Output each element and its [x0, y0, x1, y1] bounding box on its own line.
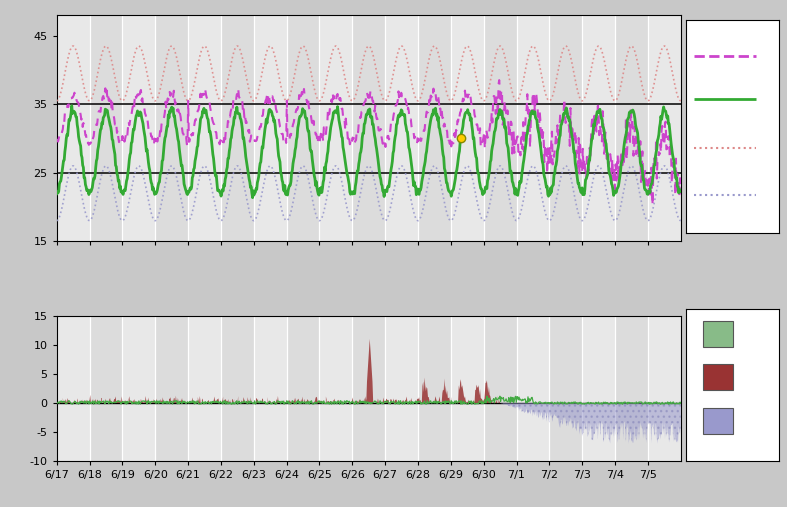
Bar	[615, 15, 648, 241]
Bar	[703, 364, 733, 390]
Bar	[385, 315, 418, 461]
Bar	[253, 315, 286, 461]
Bar	[221, 315, 253, 461]
Bar	[320, 15, 353, 241]
Bar	[155, 315, 188, 461]
Bar	[353, 15, 385, 241]
Bar	[451, 315, 484, 461]
Bar	[549, 315, 582, 461]
Bar	[57, 315, 90, 461]
Bar	[221, 15, 253, 241]
Bar	[648, 15, 681, 241]
Bar	[122, 315, 155, 461]
Bar	[122, 15, 155, 241]
Bar	[549, 15, 582, 241]
Bar	[155, 15, 188, 241]
Bar	[582, 15, 615, 241]
Bar	[418, 15, 451, 241]
Bar	[516, 15, 549, 241]
Bar	[286, 315, 320, 461]
Bar	[286, 15, 320, 241]
Bar	[484, 315, 516, 461]
Bar	[703, 321, 733, 347]
Bar	[57, 15, 90, 241]
Bar	[320, 315, 353, 461]
Bar	[385, 15, 418, 241]
Bar	[353, 315, 385, 461]
Bar	[90, 315, 122, 461]
Bar	[615, 315, 648, 461]
Bar	[703, 408, 733, 434]
Bar	[188, 315, 221, 461]
Bar	[484, 15, 516, 241]
Bar	[253, 15, 286, 241]
Bar	[582, 315, 615, 461]
Bar	[516, 315, 549, 461]
Bar	[90, 15, 122, 241]
Bar	[418, 315, 451, 461]
Bar	[188, 15, 221, 241]
Bar	[451, 15, 484, 241]
Bar	[648, 315, 681, 461]
